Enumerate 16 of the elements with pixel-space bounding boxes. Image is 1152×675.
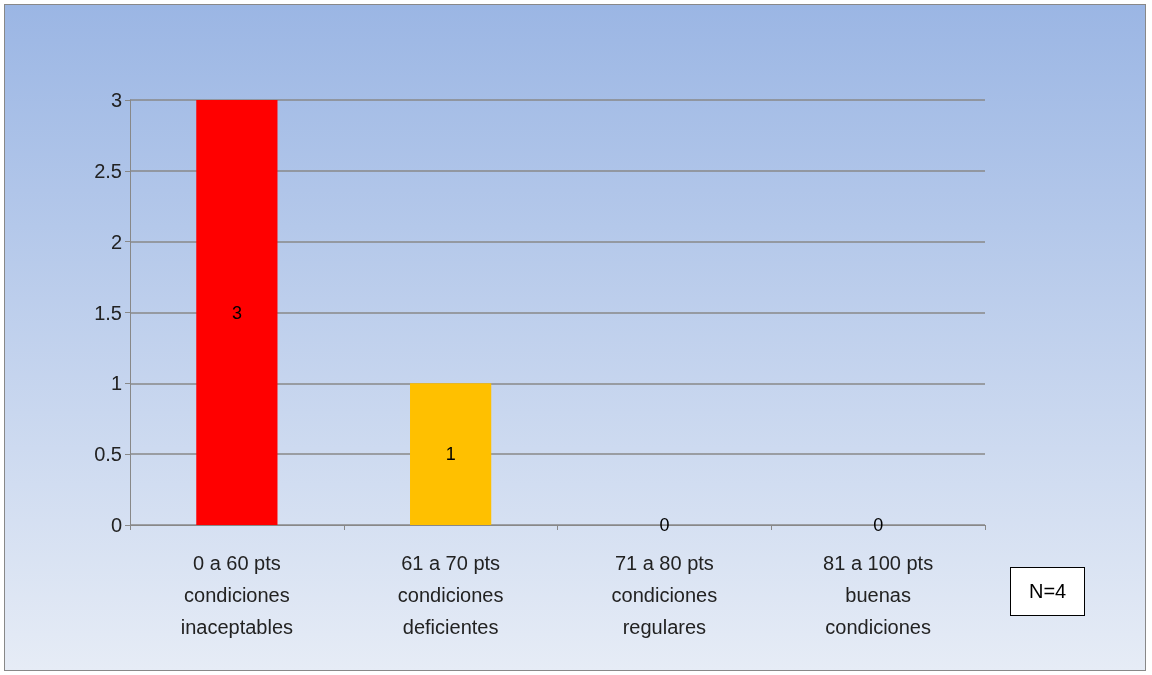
data-label: 0: [659, 515, 670, 535]
y-tick-label: 0: [110, 514, 122, 536]
data-label: 0: [873, 515, 884, 535]
y-tick-label: 2.5: [94, 159, 122, 182]
y-tick-label: 3: [110, 89, 122, 111]
x-tick-label: 61 a 70 pts condiciones deficientes: [397, 552, 504, 638]
y-tick-label: 0.5: [94, 443, 122, 466]
x-tick-label: 81 a 100 pts buenas condiciones: [823, 552, 934, 638]
y-tick-label: 1.5: [94, 301, 122, 324]
data-label: 3: [231, 302, 242, 323]
data-label: 1: [445, 444, 456, 465]
y-tick-label: 1: [110, 372, 122, 395]
y-tick-label: 2: [110, 230, 122, 253]
text: N=4: [1010, 567, 1086, 616]
x-tick-label: 0 a 60 pts condiciones inaceptables: [180, 552, 294, 638]
x-tick-label: 71 a 80 pts condiciones regulares: [611, 552, 718, 638]
